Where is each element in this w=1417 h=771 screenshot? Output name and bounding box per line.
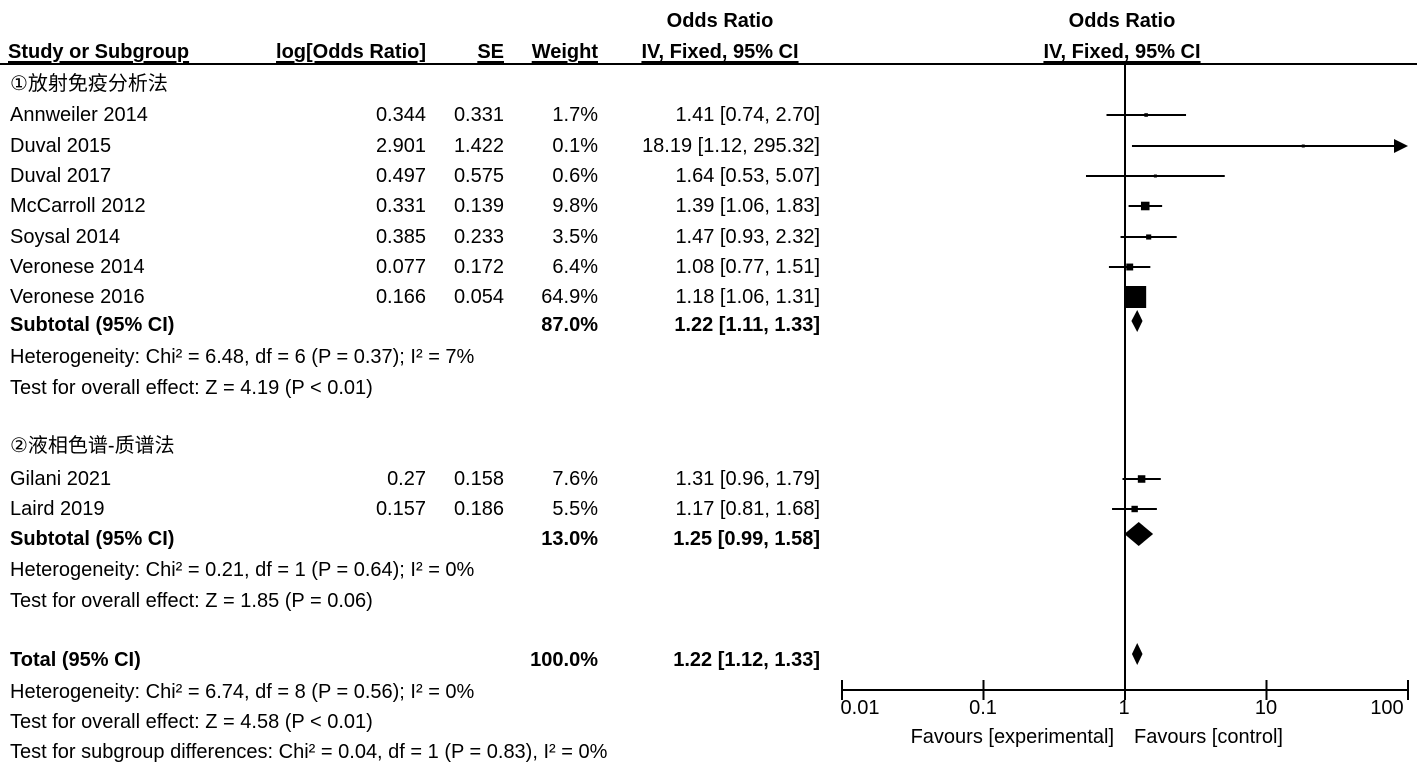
favours-control: Favours [control] bbox=[1134, 726, 1283, 748]
study-se: 0.186 bbox=[453, 498, 504, 520]
total-label: Total (95% CI) bbox=[10, 649, 141, 671]
group-title-2: ②液相色谱-质谱法 bbox=[10, 435, 175, 457]
axis-tick-label: 1 bbox=[1118, 697, 1130, 719]
study-name: Annweiler 2014 bbox=[10, 104, 148, 126]
study-marker bbox=[1146, 234, 1152, 240]
heterogeneity-2: Heterogeneity: Chi² = 0.21, df = 1 (P = … bbox=[10, 559, 475, 581]
ci-arrow bbox=[1394, 139, 1408, 153]
study-weight: 5.5% bbox=[552, 498, 598, 520]
study-logor: 0.27 bbox=[387, 468, 426, 490]
study-name: Veronese 2014 bbox=[10, 256, 145, 278]
study-weight: 6.4% bbox=[552, 256, 598, 278]
study-marker bbox=[1137, 475, 1146, 483]
study-se: 0.172 bbox=[453, 256, 504, 278]
study-weight: 3.5% bbox=[552, 226, 598, 248]
study-logor: 0.157 bbox=[375, 498, 426, 520]
study-logor: 0.331 bbox=[375, 195, 426, 217]
header-se: SE bbox=[477, 41, 504, 63]
study-se: 0.139 bbox=[453, 195, 504, 217]
summary-diamond bbox=[1124, 522, 1154, 546]
study-ci: 1.18 [1.06, 1.31] bbox=[675, 286, 820, 308]
study-logor: 0.077 bbox=[375, 256, 426, 278]
study-weight: 1.7% bbox=[552, 104, 598, 126]
summary-diamond bbox=[1131, 310, 1143, 332]
study-name: McCarroll 2012 bbox=[10, 195, 146, 217]
total-weight: 100.0% bbox=[530, 649, 598, 671]
study-ci: 1.39 [1.06, 1.83] bbox=[675, 195, 820, 217]
header-or-top: Odds Ratio bbox=[666, 10, 774, 32]
header-study: Study or Subgroup bbox=[8, 41, 190, 63]
overall-effect-2: Test for overall effect: Z = 1.85 (P = 0… bbox=[10, 590, 373, 612]
study-marker bbox=[1144, 113, 1148, 117]
study-se: 1.422 bbox=[453, 135, 504, 157]
study-ci: 1.17 [0.81, 1.68] bbox=[675, 498, 820, 520]
group-title-1: ①放射免疫分析法 bbox=[10, 73, 168, 95]
study-se: 0.158 bbox=[453, 468, 504, 490]
axis-tick-label: 100 bbox=[1370, 697, 1404, 719]
study-name: Laird 2019 bbox=[10, 498, 105, 520]
study-name: Soysal 2014 bbox=[10, 226, 121, 248]
header-or-bottom: IV, Fixed, 95% CI bbox=[641, 41, 799, 63]
study-se: 0.233 bbox=[453, 226, 504, 248]
study-se: 0.575 bbox=[453, 165, 504, 187]
total-heterogeneity: Heterogeneity: Chi² = 6.74, df = 8 (P = … bbox=[10, 681, 475, 703]
subtotal-weight-1: 87.0% bbox=[541, 314, 598, 336]
study-weight: 0.6% bbox=[552, 165, 598, 187]
heterogeneity-1: Heterogeneity: Chi² = 6.48, df = 6 (P = … bbox=[10, 346, 475, 368]
overall-effect-1: Test for overall effect: Z = 4.19 (P < 0… bbox=[10, 377, 373, 399]
axis-tick-label: 0.01 bbox=[840, 697, 880, 719]
axis-tick-label: 10 bbox=[1254, 697, 1278, 719]
study-name: Veronese 2016 bbox=[10, 286, 145, 308]
study-se: 0.331 bbox=[453, 104, 504, 126]
summary-diamond bbox=[1131, 643, 1143, 665]
study-se: 0.054 bbox=[453, 286, 504, 308]
total-overall-effect: Test for overall effect: Z = 4.58 (P < 0… bbox=[10, 711, 373, 733]
study-logor: 0.497 bbox=[375, 165, 426, 187]
study-ci: 1.47 [0.93, 2.32] bbox=[675, 226, 820, 248]
subgroup-differences: Test for subgroup differences: Chi² = 0.… bbox=[10, 741, 608, 763]
study-ci: 1.41 [0.74, 2.70] bbox=[675, 104, 820, 126]
study-marker bbox=[1126, 263, 1134, 271]
study-name: Duval 2015 bbox=[10, 135, 112, 157]
subtotal-label-1: Subtotal (95% CI) bbox=[10, 314, 175, 336]
study-ci: 1.64 [0.53, 5.07] bbox=[675, 165, 820, 187]
total-ci: 1.22 [1.12, 1.33] bbox=[673, 649, 820, 671]
subtotal-ci-1: 1.22 [1.11, 1.33] bbox=[674, 314, 820, 336]
study-weight: 0.1% bbox=[552, 135, 598, 157]
subtotal-weight-2: 13.0% bbox=[541, 528, 598, 550]
study-marker bbox=[1124, 286, 1147, 308]
header-weight: Weight bbox=[531, 41, 598, 63]
study-logor: 0.344 bbox=[375, 104, 426, 126]
header-logor: log[Odds Ratio] bbox=[276, 41, 426, 63]
study-name: Duval 2017 bbox=[10, 165, 112, 187]
study-weight: 7.6% bbox=[552, 468, 598, 490]
study-weight: 64.9% bbox=[541, 286, 598, 308]
subtotal-ci-2: 1.25 [0.99, 1.58] bbox=[673, 528, 820, 550]
study-marker bbox=[1131, 505, 1138, 513]
axis-tick-label: 0.1 bbox=[969, 697, 997, 719]
study-marker bbox=[1140, 201, 1150, 211]
study-logor: 2.901 bbox=[375, 135, 426, 157]
study-ci: 1.08 [0.77, 1.51] bbox=[675, 256, 820, 278]
study-marker bbox=[1301, 144, 1305, 148]
subtotal-label-2: Subtotal (95% CI) bbox=[10, 528, 175, 550]
study-name: Gilani 2021 bbox=[10, 468, 112, 490]
favours-experimental: Favours [experimental] bbox=[910, 726, 1114, 748]
plot-header-bottom: IV, Fixed, 95% CI bbox=[1043, 41, 1201, 63]
study-ci: 1.31 [0.96, 1.79] bbox=[675, 468, 820, 490]
study-weight: 9.8% bbox=[552, 195, 598, 217]
study-logor: 0.385 bbox=[375, 226, 426, 248]
study-ci: 18.19 [1.12, 295.32] bbox=[642, 135, 820, 157]
plot-header-top: Odds Ratio bbox=[1068, 10, 1176, 32]
study-marker bbox=[1153, 174, 1157, 178]
study-logor: 0.166 bbox=[375, 286, 426, 308]
